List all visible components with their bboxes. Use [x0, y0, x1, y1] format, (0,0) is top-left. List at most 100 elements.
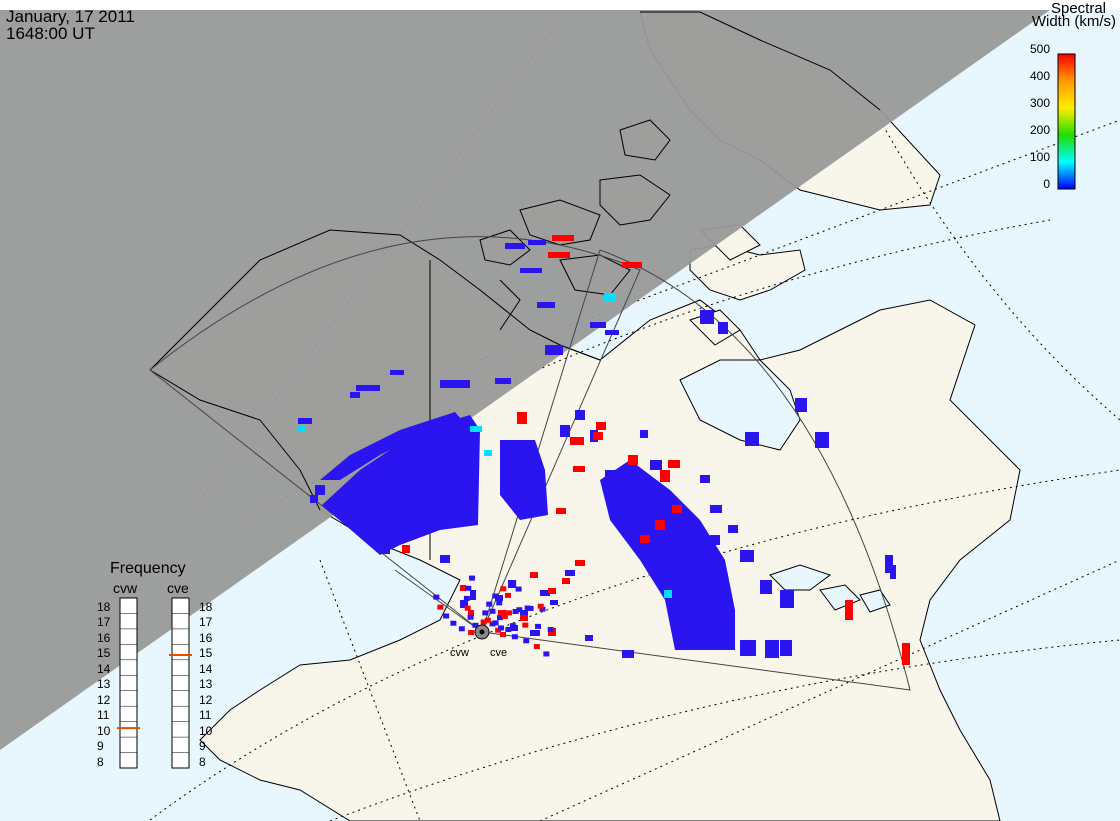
frequency-tick-right: 8: [199, 754, 206, 769]
frequency-tick-right: 10: [199, 723, 213, 738]
scatter-cell-low: [710, 535, 720, 545]
scatter-cell-high: [593, 432, 603, 440]
scatter-cell-low: [605, 470, 615, 478]
scatter-cell-low: [390, 370, 404, 375]
scatter-cell-high: [548, 588, 556, 594]
frequency-title: Frequency: [110, 560, 186, 577]
scatter-cell-high: [402, 545, 410, 553]
scatter-cell-low: [740, 640, 756, 656]
scatter-cell-near: [482, 610, 489, 616]
scatter-cell-high: [552, 235, 574, 241]
scatter-cell-near: [524, 605, 531, 611]
frequency-tick-left: 8: [97, 754, 104, 769]
scatter-cell-near: [489, 608, 496, 614]
scatter-cell-near: [465, 585, 472, 591]
frequency-cvw-label: cvw: [113, 580, 138, 596]
scatter-cell-high: [672, 505, 682, 513]
scatter-cell-low: [528, 240, 546, 245]
scatter-cell-low: [537, 302, 555, 308]
colorbar-tick-0: 0: [1043, 177, 1050, 191]
scatter-cell-high: [628, 455, 638, 465]
scatter-cell-high: [668, 460, 680, 468]
cvw-frequency-bar: [119, 597, 138, 769]
colorbar: [1057, 53, 1076, 190]
frequency-tick-left: 18: [97, 600, 111, 614]
frequency-tick-left: 11: [97, 708, 110, 723]
scatter-cell-low: [298, 418, 312, 424]
scatter-cell-high: [556, 508, 566, 514]
scatter-cell-near: [501, 613, 508, 619]
radar-scatter: [298, 235, 910, 665]
cve-frequency-bar: [171, 597, 190, 769]
radar-fov: [149, 236, 911, 691]
radar-site-center: [479, 629, 485, 635]
colorbar-tick-200: 200: [1029, 123, 1050, 137]
frequency-tick-left: 16: [97, 630, 111, 645]
scatter-cell-near: [500, 586, 507, 592]
scatter-cell-low: [495, 378, 511, 384]
scatter-cell-near: [472, 622, 479, 628]
scatter-cell-near: [464, 605, 471, 611]
scatter-cell-near: [480, 619, 487, 625]
scatter-cell-low: [690, 590, 700, 604]
scatter-cell-low: [350, 392, 360, 398]
scatter-cell-near: [443, 613, 450, 619]
scatter-cell-high: [596, 422, 606, 430]
scatter-cell-high: [902, 643, 910, 665]
scatter-cell-near: [500, 632, 506, 637]
scatter-cell-low: [540, 590, 550, 596]
scatter-cell-low: [575, 410, 585, 420]
frequency-tick-lines: [120, 613, 189, 769]
radar-label-cve: cve: [490, 647, 508, 659]
time-label: 1648:00 UT: [6, 24, 95, 43]
scatter-cell-high: [460, 585, 466, 591]
scatter-cell-high: [640, 535, 650, 543]
scatter-cell-near: [492, 620, 499, 626]
scatter-cell-low: [505, 243, 525, 249]
scatter-cell-mid: [298, 425, 306, 431]
scatter-cell-low: [470, 590, 476, 600]
frequency-tick-right: 18: [199, 600, 213, 614]
frequency-tick-left: 15: [97, 646, 111, 661]
colorbar-tick-300: 300: [1029, 96, 1050, 110]
scatter-cell-low: [650, 460, 662, 470]
scatter-cell-near: [504, 592, 511, 598]
scatter-cell-low: [545, 345, 563, 355]
frequency-tick-right: 14: [199, 661, 213, 676]
scatter-cell-near: [515, 586, 522, 592]
scatter-cell-low: [520, 268, 542, 273]
scatter-cell-near: [522, 622, 529, 628]
scatter-cell-low: [440, 380, 470, 388]
date-label: January, 17 2011: [6, 7, 135, 26]
scatter-cell-near: [537, 603, 544, 609]
scatter-cell-low: [728, 525, 738, 533]
scatter-cell-high: [468, 610, 474, 616]
scatter-cell-mid: [470, 426, 482, 432]
colorbar-tick-500: 500: [1029, 42, 1050, 56]
scatter-cell-low: [760, 580, 772, 594]
scatter-cell-mid: [664, 590, 672, 598]
scatter-cell-high: [520, 615, 528, 621]
night-shade: [0, 10, 1050, 750]
scatter-cell-low: [605, 330, 619, 335]
frequency-tick-left: 13: [97, 677, 111, 692]
frequency-tick-right: 15: [199, 646, 213, 661]
scatter-patch-east: [600, 460, 735, 650]
frequency-panel: [117, 597, 192, 769]
scatter-patch-central: [500, 440, 548, 520]
scatter-cell-low: [560, 425, 570, 437]
scatter-cell-near: [512, 608, 519, 614]
frequency-tick-right: 12: [199, 692, 213, 707]
scatter-cell-near: [511, 634, 518, 640]
scatter-cell-mid: [484, 450, 492, 456]
scatter-patch-west-edge: [320, 412, 462, 480]
frequency-tick-right: 16: [199, 630, 213, 645]
scatter-cell-low: [700, 475, 710, 483]
scatter-cell-near: [492, 593, 499, 599]
scatter-cell-low: [815, 432, 829, 448]
scatter-cell-high: [573, 466, 585, 472]
frequency-tick-left: 10: [97, 723, 111, 738]
scatter-cell-near: [516, 607, 523, 613]
